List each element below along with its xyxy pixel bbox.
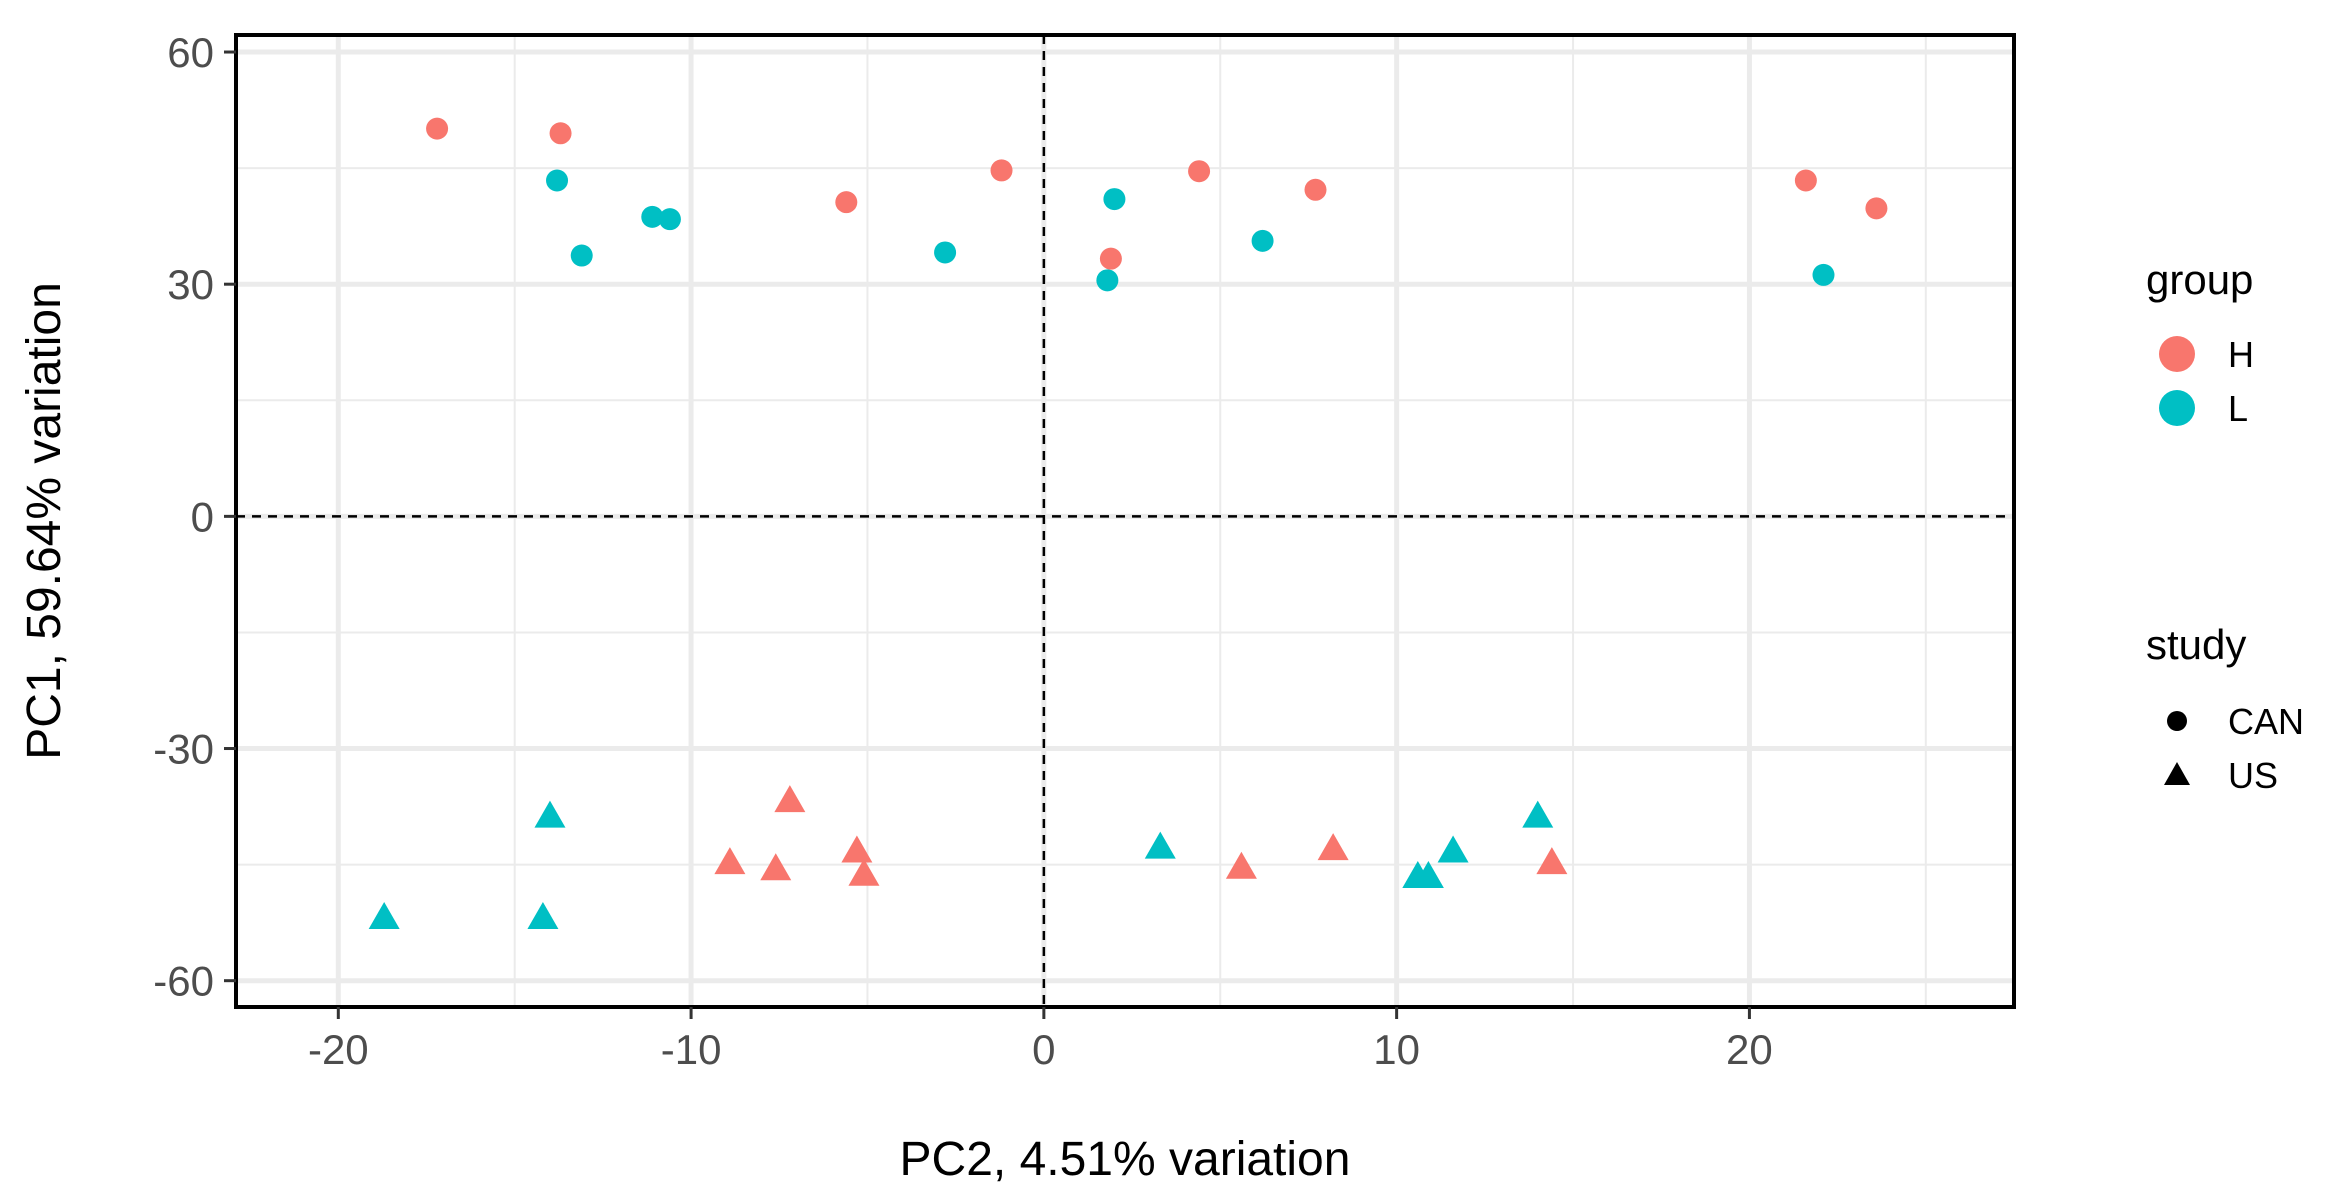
y-axis-ticks: 60 30 0 -30 -60	[153, 29, 236, 1005]
point-l-us	[534, 800, 566, 828]
point-h-us	[1225, 851, 1257, 879]
point-h-can	[1099, 247, 1122, 270]
x-tick-label: 10	[1373, 1026, 1420, 1073]
legend-study-title: study	[2146, 621, 2246, 668]
legend-label-us: US	[2228, 755, 2278, 796]
point-h-us	[841, 835, 873, 863]
legend-label-h: H	[2228, 334, 2254, 375]
point-h-can	[1304, 178, 1327, 201]
point-l-can	[1096, 269, 1119, 292]
point-l-us	[1437, 835, 1469, 863]
x-axis-ticks: -20 -10 0 10 20	[308, 1007, 1773, 1073]
point-h-can	[835, 191, 858, 214]
point-l-can	[1812, 263, 1835, 286]
minor-gridlines	[236, 35, 2014, 1007]
y-tick-label: 60	[167, 29, 214, 76]
y-axis-title: PC1, 59.64% variation	[18, 282, 71, 760]
legend-group: group H L	[2146, 256, 2254, 429]
point-h-us	[1536, 847, 1568, 875]
point-h-can	[1794, 169, 1817, 192]
point-h-us	[760, 853, 792, 881]
point-h-can	[990, 159, 1013, 182]
point-h-us	[774, 785, 806, 813]
legend-key-h	[2159, 336, 2195, 372]
x-tick-label: -10	[661, 1026, 722, 1073]
point-h-can	[1865, 197, 1888, 220]
point-l-us	[1522, 800, 1554, 828]
legend-key-us	[2164, 762, 2190, 785]
legend-group-title: group	[2146, 256, 2253, 303]
point-l-can	[1103, 188, 1126, 211]
point-l-us	[1144, 831, 1176, 859]
point-h-can	[426, 117, 449, 140]
point-h-can	[1188, 160, 1211, 183]
point-h-us	[714, 847, 746, 875]
legend-label-can: CAN	[2228, 701, 2304, 742]
x-tick-label: 20	[1726, 1026, 1773, 1073]
y-tick-label: 30	[167, 261, 214, 308]
data-points	[368, 117, 1888, 930]
point-l-can	[641, 205, 664, 228]
point-l-can	[934, 241, 957, 264]
point-l-can	[546, 169, 569, 192]
y-tick-label: 0	[191, 493, 214, 540]
point-l-can	[1251, 229, 1274, 252]
y-tick-label: -30	[153, 726, 214, 773]
legend-study: study CAN US	[2146, 621, 2304, 796]
point-l-can	[570, 244, 593, 267]
x-axis-title: PC2, 4.51% variation	[900, 1133, 1351, 1186]
point-h-us	[1317, 833, 1349, 861]
y-tick-label: -60	[153, 958, 214, 1005]
panel-border	[234, 33, 2016, 1009]
legend-key-can	[2167, 711, 2187, 731]
x-tick-label: -20	[308, 1026, 369, 1073]
point-l-us	[1412, 861, 1444, 889]
reference-lines	[236, 35, 2014, 1007]
point-l-can	[658, 208, 681, 231]
point-l-us	[368, 902, 400, 930]
x-tick-label: 0	[1032, 1026, 1055, 1073]
legend-key-l	[2159, 390, 2195, 426]
point-h-us	[848, 858, 880, 886]
legend-label-l: L	[2228, 388, 2248, 429]
point-l-us	[527, 902, 559, 930]
point-h-can	[549, 122, 572, 145]
